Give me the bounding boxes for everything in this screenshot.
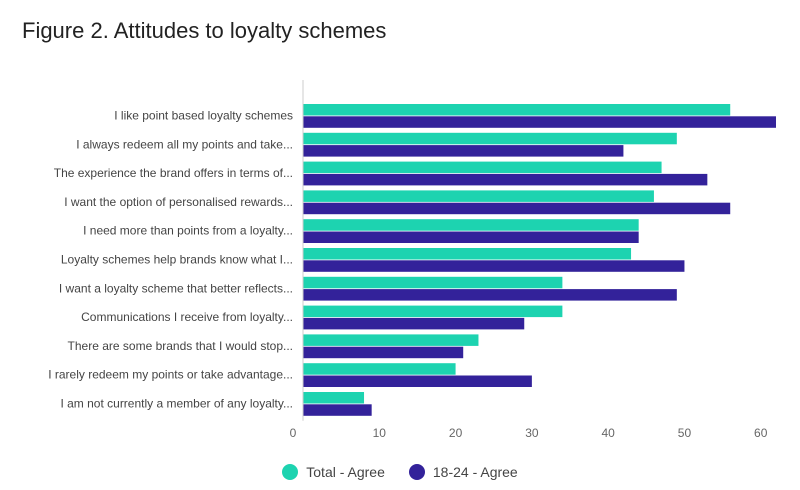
legend-swatch-18-24: [408, 464, 425, 480]
category-label: Loyalty schemes help brands know what I.…: [61, 253, 293, 267]
x-tick-label: 60: [754, 426, 768, 440]
bar-total-5: [303, 248, 632, 260]
bar-total-8: [303, 334, 479, 346]
category-label: There are some brands that I would stop.…: [68, 339, 293, 353]
bar-18-24-5: [303, 260, 685, 272]
legend-label-total: Total - Agree: [306, 464, 385, 480]
legend: Total - Agree 18-24 - Agree: [0, 464, 800, 480]
bar-total-0: [303, 104, 731, 116]
bar-18-24-1: [303, 145, 624, 157]
x-tick-label: 40: [601, 426, 615, 440]
bar-18-24-10: [303, 404, 372, 416]
category-label: I am not currently a member of any loyal…: [60, 397, 293, 411]
x-tick-label: 20: [449, 426, 463, 440]
bar-total-1: [303, 132, 677, 145]
bar-total-7: [303, 305, 563, 318]
bar-total-6: [303, 276, 563, 289]
category-label: I like point based loyalty schemes: [114, 109, 293, 123]
x-axis-ticks: 0 10 20 30 40 50 60: [290, 426, 768, 440]
category-labels: I like point based loyalty schemes I alwa…: [48, 109, 293, 411]
category-label: I always redeem all my points and take..…: [76, 137, 293, 151]
bar-18-24-7: [303, 317, 525, 330]
bar-total-3: [303, 190, 654, 202]
bar-18-24-8: [303, 346, 464, 359]
bar-18-24-6: [303, 289, 677, 301]
legend-item-18-24[interactable]: 18-24 - Agree: [408, 464, 518, 480]
bar-total-9: [303, 363, 456, 375]
bar-18-24-9: [303, 375, 532, 387]
bar-total-4: [303, 219, 639, 231]
category-label: I want a loyalty scheme that better refl…: [59, 281, 293, 295]
bars-group: [303, 104, 776, 416]
chart-title: Figure 2. Attitudes to loyalty schemes: [22, 18, 387, 43]
x-tick-label: 50: [678, 426, 692, 440]
bar-total-10: [303, 392, 365, 404]
x-tick-label: 30: [525, 426, 539, 440]
legend-swatch-total: [282, 464, 299, 480]
category-label: Communications I receive from loyalty...: [81, 310, 293, 324]
bar-18-24-2: [303, 173, 708, 186]
category-label: I want the option of personalised reward…: [64, 195, 293, 209]
legend-item-total[interactable]: Total - Agree: [282, 464, 385, 480]
bar-18-24-4: [303, 231, 639, 243]
x-tick-label: 0: [290, 426, 297, 440]
bar-18-24-3: [303, 202, 731, 215]
category-label: I need more than points from a loyalty..…: [83, 224, 293, 238]
category-label: The experience the brand offers in terms…: [54, 166, 293, 180]
category-label: I rarely redeem my points or take advant…: [48, 368, 293, 382]
legend-label-18-24: 18-24 - Agree: [432, 464, 518, 480]
bar-chart: I like point based loyalty schemes I alwa…: [48, 80, 776, 440]
bar-total-2: [303, 161, 662, 174]
x-tick-label: 10: [373, 426, 387, 440]
bar-18-24-0: [303, 116, 776, 128]
